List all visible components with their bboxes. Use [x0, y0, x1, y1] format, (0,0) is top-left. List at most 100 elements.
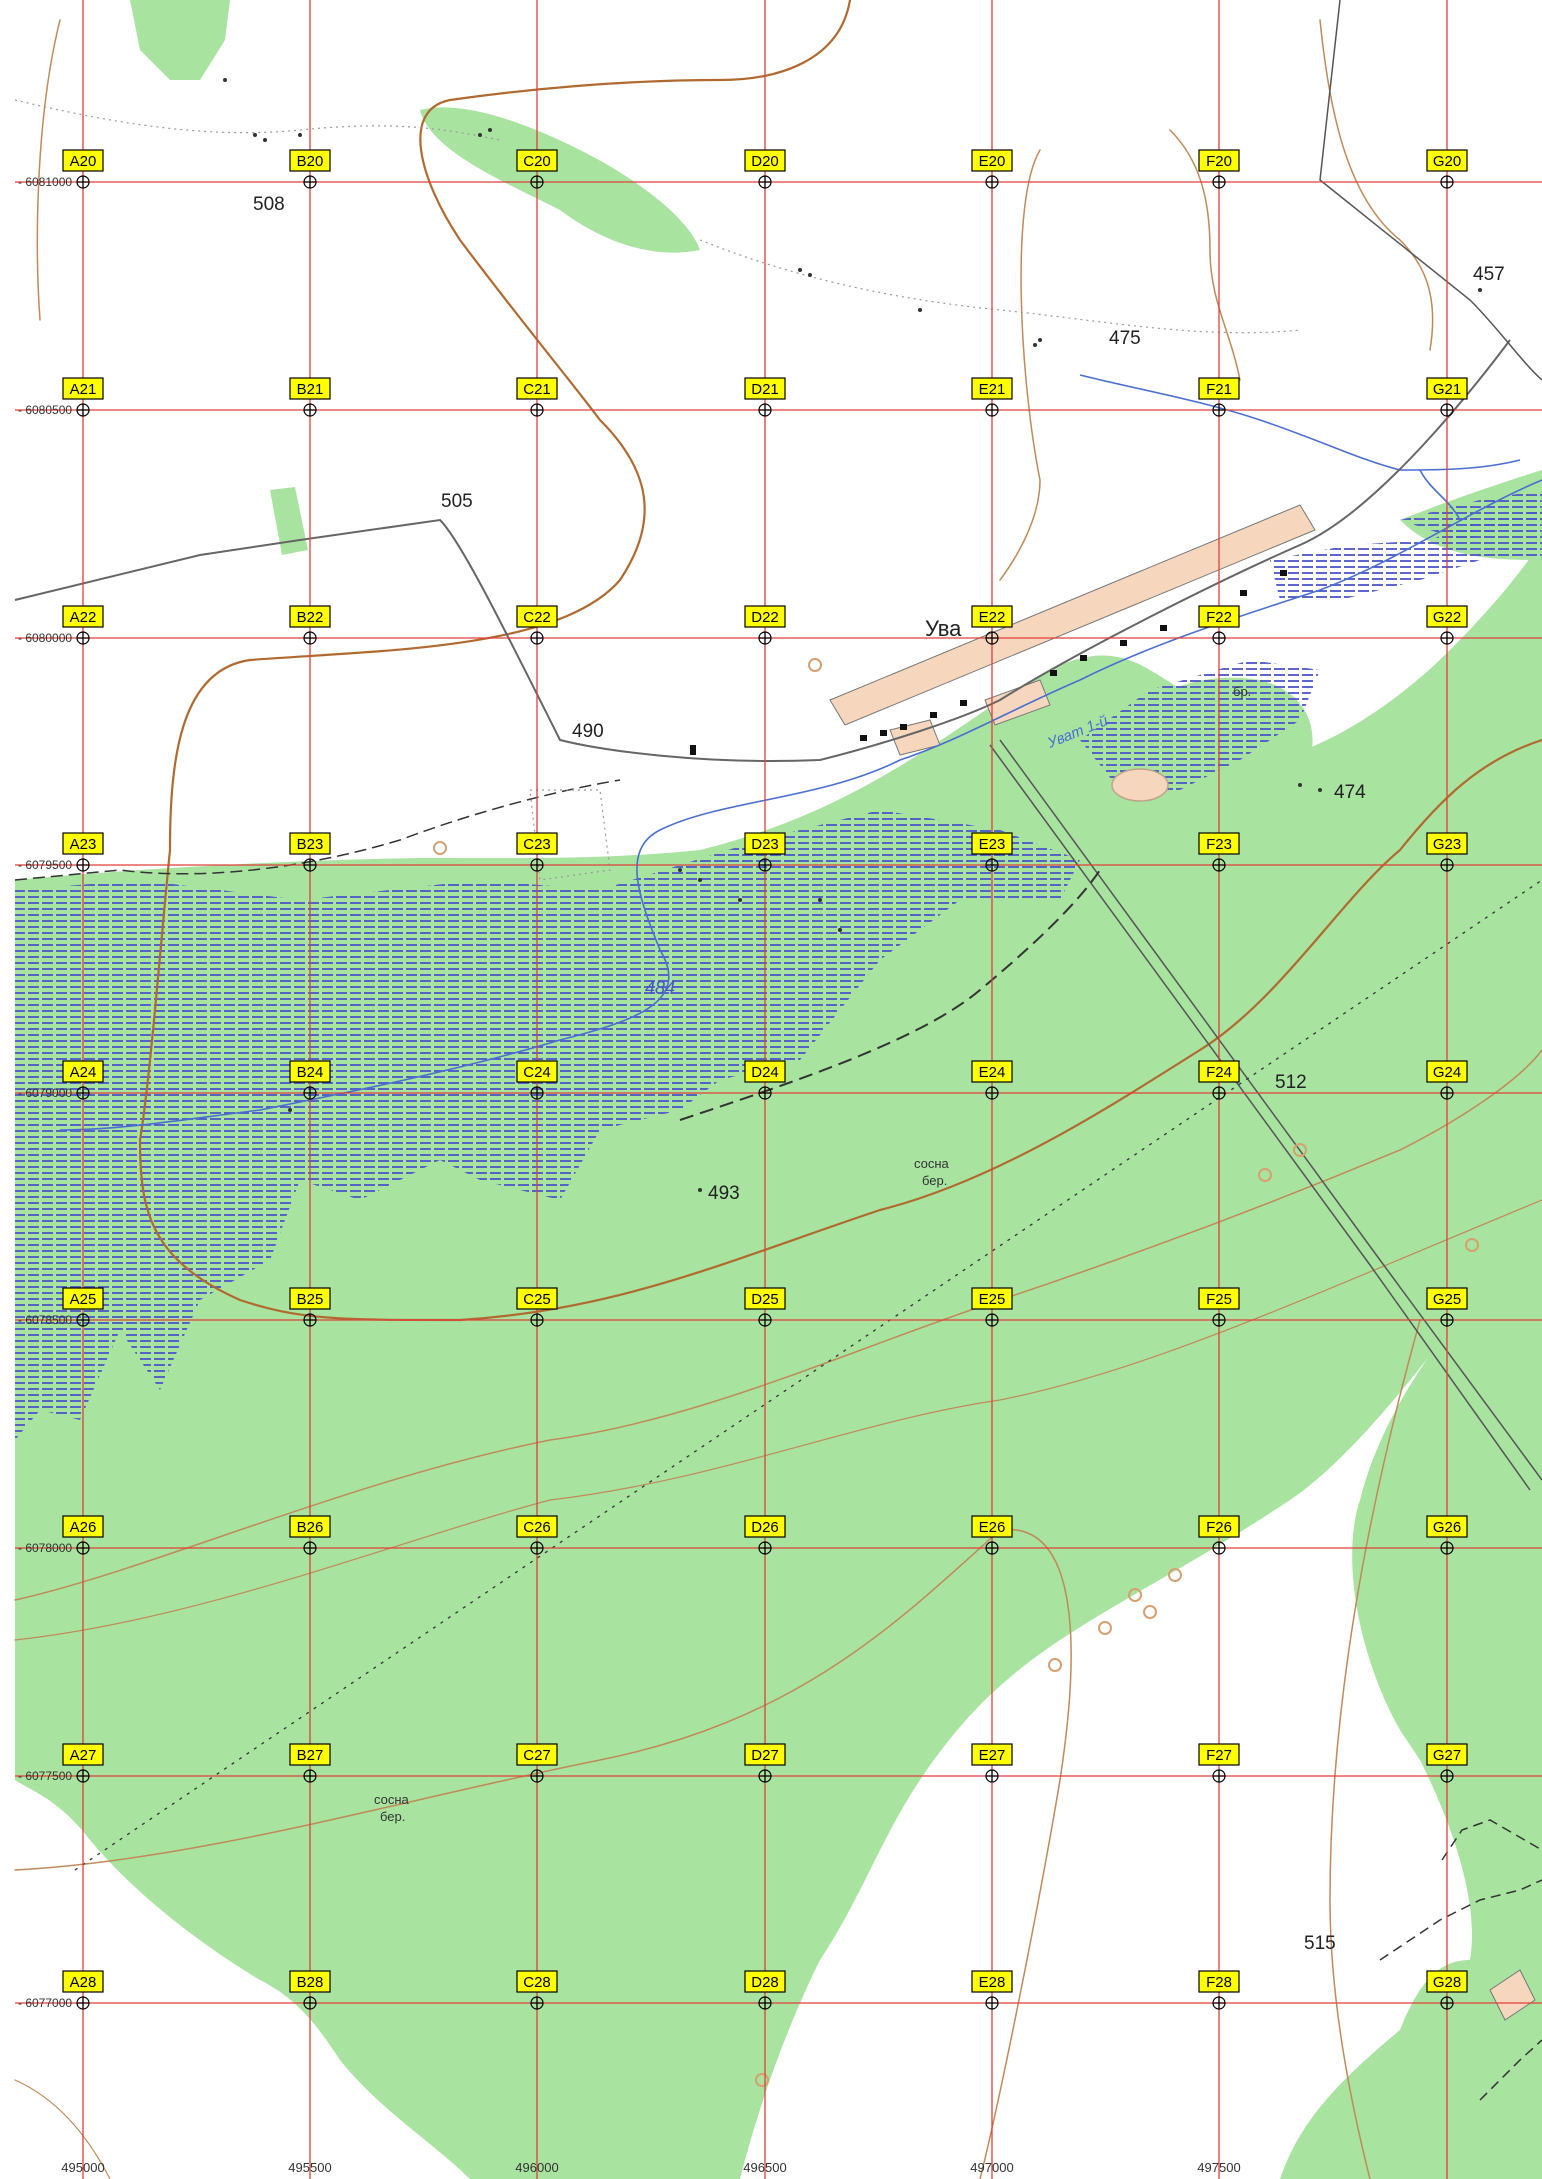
- grid-label-C24[interactable]: C24: [516, 1060, 558, 1083]
- grid-label-C20[interactable]: C20: [516, 149, 558, 172]
- grid-label-B21[interactable]: B21: [289, 377, 331, 400]
- grid-label-E20[interactable]: E20: [971, 149, 1013, 172]
- svg-text:D23: D23: [751, 836, 779, 853]
- grid-label-D20[interactable]: D20: [744, 149, 786, 172]
- grid-label-G26[interactable]: G26: [1426, 1515, 1468, 1538]
- grid-label-D27[interactable]: D27: [744, 1743, 786, 1766]
- x-coordinate-497000: 497000: [970, 2160, 1013, 2175]
- grid-label-E26[interactable]: E26: [971, 1515, 1013, 1538]
- svg-text:A27: A27: [70, 1747, 97, 1764]
- grid-label-F21[interactable]: F21: [1198, 377, 1240, 400]
- crosshair-A26: [76, 1541, 90, 1555]
- grid-label-G22[interactable]: G22: [1426, 605, 1468, 628]
- grid-label-G21[interactable]: G21: [1426, 377, 1468, 400]
- grid-label-C26[interactable]: C26: [516, 1515, 558, 1538]
- lake: [1111, 768, 1169, 802]
- grid-label-F22[interactable]: F22: [1198, 605, 1240, 628]
- grid-label-G28[interactable]: G28: [1426, 1970, 1468, 1993]
- svg-text:A20: A20: [70, 153, 97, 170]
- grid-label-D22[interactable]: D22: [744, 605, 786, 628]
- svg-text:F27: F27: [1206, 1747, 1232, 1764]
- svg-text:E22: E22: [979, 609, 1006, 626]
- forest-label-2: сосна бер.: [374, 1792, 410, 1824]
- crosshair-E27: [985, 1769, 999, 1783]
- grid-label-A27[interactable]: A27: [62, 1743, 104, 1766]
- grid-label-G23[interactable]: G23: [1426, 832, 1468, 855]
- grid-label-C23[interactable]: C23: [516, 832, 558, 855]
- grid-label-B28[interactable]: B28: [289, 1970, 331, 1993]
- grid-label-E24[interactable]: E24: [971, 1060, 1013, 1083]
- grid-label-E22[interactable]: E22: [971, 605, 1013, 628]
- grid-label-B22[interactable]: B22: [289, 605, 331, 628]
- crosshair-C20: [530, 175, 544, 189]
- crosshair-D22: [758, 631, 772, 645]
- x-coordinate-496000: 496000: [515, 2160, 558, 2175]
- crosshair-B24: [303, 1086, 317, 1100]
- grid-label-E25[interactable]: E25: [971, 1287, 1013, 1310]
- grid-label-B24[interactable]: B24: [289, 1060, 331, 1083]
- svg-text:A22: A22: [70, 609, 97, 626]
- svg-text:C27: C27: [523, 1747, 551, 1764]
- grid-label-E21[interactable]: E21: [971, 377, 1013, 400]
- grid-label-D23[interactable]: D23: [744, 832, 786, 855]
- svg-text:сосна: сосна: [914, 1156, 950, 1171]
- grid-label-A21[interactable]: A21: [62, 377, 104, 400]
- crosshair-C23: [530, 858, 544, 872]
- svg-text:F25: F25: [1206, 1291, 1232, 1308]
- grid-label-B25[interactable]: B25: [289, 1287, 331, 1310]
- grid-label-F23[interactable]: F23: [1198, 832, 1240, 855]
- grid-label-C22[interactable]: C22: [516, 605, 558, 628]
- svg-text:C22: C22: [523, 609, 551, 626]
- svg-text:G20: G20: [1433, 153, 1461, 170]
- grid-label-F26[interactable]: F26: [1198, 1515, 1240, 1538]
- grid-label-C28[interactable]: C28: [516, 1970, 558, 1993]
- grid-label-F20[interactable]: F20: [1198, 149, 1240, 172]
- grid-label-B20[interactable]: B20: [289, 149, 331, 172]
- grid-label-D24[interactable]: D24: [744, 1060, 786, 1083]
- grid-label-E27[interactable]: E27: [971, 1743, 1013, 1766]
- svg-text:C25: C25: [523, 1291, 551, 1308]
- svg-text:B20: B20: [297, 153, 324, 170]
- grid-label-G24[interactable]: G24: [1426, 1060, 1468, 1083]
- crosshair-C27: [530, 1769, 544, 1783]
- crosshair-E21: [985, 403, 999, 417]
- svg-text:D28: D28: [751, 1974, 779, 1991]
- grid-label-E23[interactable]: E23: [971, 832, 1013, 855]
- grid-label-D25[interactable]: D25: [744, 1287, 786, 1310]
- grid-label-G27[interactable]: G27: [1426, 1743, 1468, 1766]
- grid-label-E28[interactable]: E28: [971, 1970, 1013, 1993]
- grid-label-A20[interactable]: A20: [62, 149, 104, 172]
- grid-label-A26[interactable]: A26: [62, 1515, 104, 1538]
- grid-label-G20[interactable]: G20: [1426, 149, 1468, 172]
- grid-label-F28[interactable]: F28: [1198, 1970, 1240, 1993]
- grid-label-A22[interactable]: A22: [62, 605, 104, 628]
- grid-label-C25[interactable]: C25: [516, 1287, 558, 1310]
- svg-text:G28: G28: [1433, 1974, 1461, 1991]
- grid-label-A28[interactable]: A28: [62, 1970, 104, 1993]
- svg-text:D25: D25: [751, 1291, 779, 1308]
- y-coordinate-6078000: - 6078000: [18, 1541, 72, 1555]
- grid-label-A23[interactable]: A23: [62, 832, 104, 855]
- grid-label-D21[interactable]: D21: [744, 377, 786, 400]
- svg-text:G26: G26: [1433, 1519, 1461, 1536]
- grid-label-F25[interactable]: F25: [1198, 1287, 1240, 1310]
- grid-label-D26[interactable]: D26: [744, 1515, 786, 1538]
- svg-text:B21: B21: [297, 381, 324, 398]
- grid-label-A24[interactable]: A24: [62, 1060, 104, 1083]
- y-coordinate-6080000: - 6080000: [18, 631, 72, 645]
- grid-label-G25[interactable]: G25: [1426, 1287, 1468, 1310]
- grid-label-F24[interactable]: F24: [1198, 1060, 1240, 1083]
- grid-label-A25[interactable]: A25: [62, 1287, 104, 1310]
- grid-label-B26[interactable]: B26: [289, 1515, 331, 1538]
- crosshair-E23: [985, 858, 999, 872]
- grid-label-C27[interactable]: C27: [516, 1743, 558, 1766]
- crosshair-F21: [1212, 403, 1226, 417]
- grid-label-F27[interactable]: F27: [1198, 1743, 1240, 1766]
- x-coordinate-labels: 495000 495500 496000 496500 497000 497500: [61, 2160, 1240, 2175]
- grid-label-B23[interactable]: B23: [289, 832, 331, 855]
- crosshair-F27: [1212, 1769, 1226, 1783]
- grid-label-B27[interactable]: B27: [289, 1743, 331, 1766]
- grid-label-D28[interactable]: D28: [744, 1970, 786, 1993]
- grid-label-C21[interactable]: C21: [516, 377, 558, 400]
